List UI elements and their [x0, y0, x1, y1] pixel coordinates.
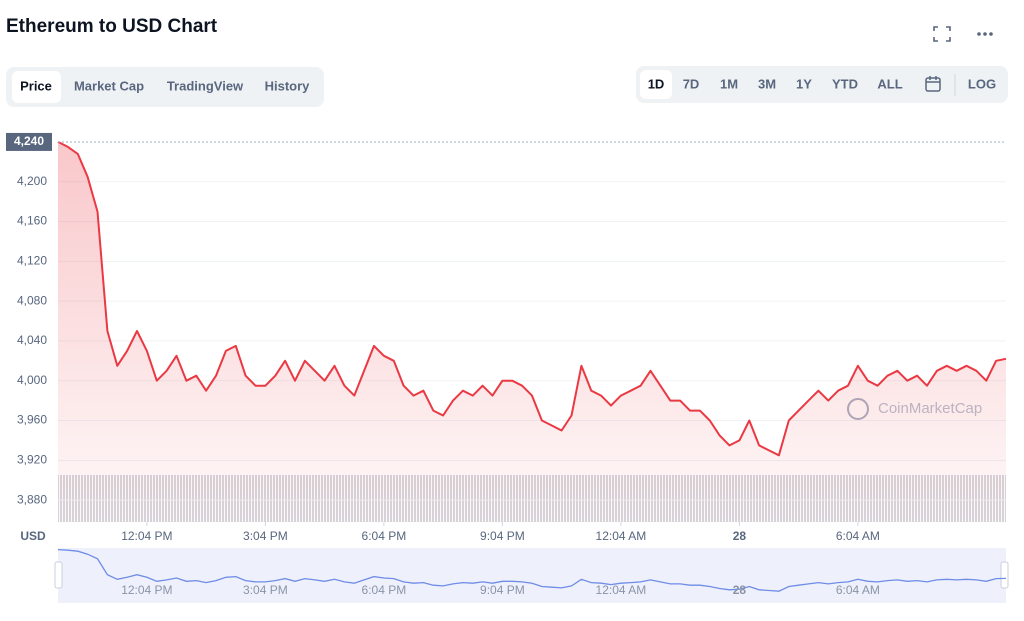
navigator-label: 6:04 PM: [362, 583, 407, 597]
range-button[interactable]: 1M: [720, 76, 738, 91]
y-tick-label: 4,000: [17, 373, 47, 387]
x-tick-label: 6:04 AM: [836, 529, 880, 543]
x-tick-label: 6:04 PM: [362, 529, 407, 543]
range-button[interactable]: YTD: [832, 76, 858, 91]
y-tick-label: 4,160: [17, 214, 47, 228]
calendar-icon[interactable]: [925, 76, 941, 92]
y-tick-label: 4,080: [17, 293, 47, 307]
range-button[interactable]: 1D: [648, 76, 665, 91]
y-axis-label: USD: [20, 529, 46, 543]
navigator-handle[interactable]: [1000, 561, 1009, 589]
area: [58, 141, 1006, 522]
range-button[interactable]: 3M: [758, 76, 776, 91]
navigator[interactable]: [58, 548, 1006, 603]
x-tick-label: 12:04 PM: [121, 529, 172, 543]
navigator-label: 6:04 AM: [836, 583, 880, 597]
x-tick-label: 9:04 PM: [480, 529, 525, 543]
range-button[interactable]: 7D: [683, 76, 700, 91]
y-tick-label: 4,040: [17, 333, 47, 347]
y-tick-label: 3,960: [17, 413, 47, 427]
y-tick-label: 4,200: [17, 174, 47, 188]
x-tick-label: 3:04 PM: [243, 529, 288, 543]
more-icon[interactable]: [977, 32, 993, 36]
range-button[interactable]: ALL: [877, 76, 902, 91]
tab[interactable]: Price: [20, 78, 52, 93]
y-tick-label: 3,920: [17, 452, 47, 466]
chart-title: Ethereum to USD Chart: [6, 16, 218, 37]
navigator-handle[interactable]: [54, 561, 63, 589]
x-tick-label: 12:04 AM: [596, 529, 647, 543]
navigator-label: 28: [733, 583, 747, 597]
navigator-line: [57, 548, 1007, 592]
log-button[interactable]: LOG: [968, 76, 996, 91]
x-tick-label: 28: [733, 529, 747, 543]
navigator-label: 3:04 PM: [243, 583, 288, 597]
active-range: [640, 70, 672, 99]
range-button[interactable]: 1Y: [796, 76, 812, 91]
price-marker-label: 4,240: [14, 134, 44, 148]
range-group: [636, 66, 1008, 103]
navigator-label: 12:04 PM: [121, 583, 172, 597]
tab[interactable]: TradingView: [167, 78, 244, 93]
price-marker-box: [6, 132, 52, 151]
y-tick-label: 4,120: [17, 254, 47, 268]
navigator-label: 9:04 PM: [480, 583, 525, 597]
active-tab: [12, 71, 61, 103]
expand-icon[interactable]: [933, 26, 951, 42]
tab[interactable]: History: [265, 78, 311, 93]
y-tick-label: 3,880: [17, 492, 47, 506]
navigator-label: 12:04 AM: [596, 583, 647, 597]
tab[interactable]: Market Cap: [74, 78, 144, 93]
tab-group: [6, 67, 324, 107]
price-line: [57, 141, 1007, 457]
